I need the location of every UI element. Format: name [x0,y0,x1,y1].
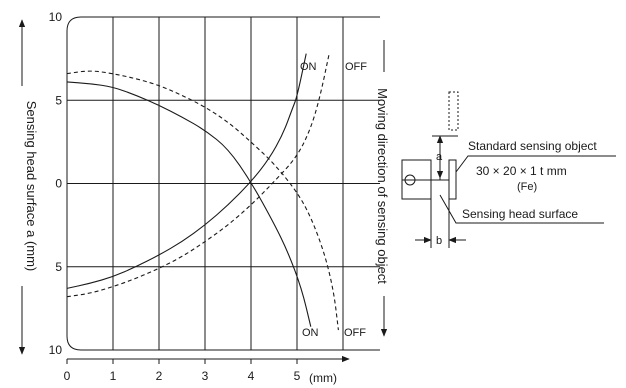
right-axis-label: Moving direction of sensing object [375,88,390,284]
dim-a-label: a [436,151,443,163]
x-axis-unit: (mm) [309,371,337,385]
y-tick-label: 10 [49,343,63,357]
inset-diagram: a b Standard sensing object 30 × 20 × 1 … [401,91,616,248]
object-start-position [448,91,459,131]
off-curve-upper [66,70,339,331]
y-axis-label: Sensing head surface a (mm) [24,101,39,272]
x-tick-label: 4 [248,369,255,383]
x-tick-label: 1 [110,369,117,383]
y-tick-label: 10 [49,10,63,24]
off-curve-lower [66,53,330,298]
y-tick-label: 0 [55,177,62,191]
x-tick-label: 3 [202,369,209,383]
sensing-object [448,159,457,200]
x-tick-label: 5 [294,369,301,383]
gridlines [67,17,380,350]
curves [66,53,339,331]
material-label: (Fe) [517,181,537,193]
standard-object-label: Standard sensing object [468,139,597,153]
object-spec-label: 30 × 20 × 1 t mm [476,164,567,178]
on-curve-lower [66,53,307,289]
leader-standard-object [455,155,616,173]
on-label-bottom: ON [302,327,319,339]
y-tick-label: 5 [55,93,62,107]
on-label-top: ON [300,61,317,73]
off-label-bottom: OFF [344,327,366,339]
x-tick-label: 2 [156,369,163,383]
leader-head-surface [439,194,604,224]
y-tick-label: 5 [55,260,62,274]
off-label-top: OFF [345,61,367,73]
head-surface-label: Sensing head surface [462,207,578,221]
left-axis-label-group: Sensing head surface a (mm) [18,19,39,355]
on-curve-upper [66,81,312,327]
right-axis-label-group: Moving direction of sensing object [375,40,390,337]
dim-b-label: b [436,235,442,247]
axes [66,355,350,364]
x-tick-label: 0 [64,369,71,383]
